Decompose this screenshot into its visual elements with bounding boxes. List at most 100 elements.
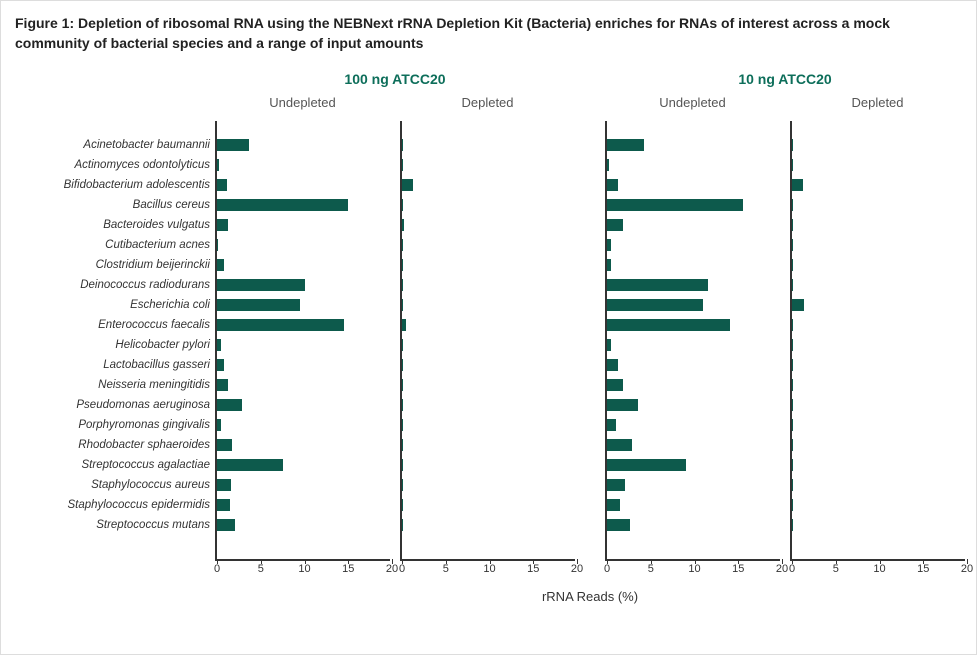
bar (792, 219, 793, 231)
x-ticks: 05101520 (792, 563, 965, 579)
x-ticks: 05101520 (402, 563, 575, 579)
bar (792, 439, 793, 451)
species-label: Bacillus cereus (15, 195, 210, 215)
species-label: Bifidobacterium adolescentis (15, 175, 210, 195)
bar (792, 319, 793, 331)
x-tick-label: 5 (648, 563, 654, 575)
species-label: Cutibacterium acnes (15, 235, 210, 255)
bar (607, 199, 743, 211)
bar (217, 439, 232, 451)
bar (217, 459, 283, 471)
x-tick-label: 10 (483, 563, 495, 575)
bar (792, 199, 793, 211)
x-tick-label: 0 (604, 563, 610, 575)
figure-container: Figure 1: Depletion of ribosomal RNA usi… (0, 0, 977, 655)
x-tick-label: 20 (571, 563, 583, 575)
figure-title: Figure 1: Depletion of ribosomal RNA usi… (15, 13, 962, 54)
panel-subtitle: Depleted (851, 95, 903, 110)
species-label: Streptococcus agalactiae (15, 455, 210, 475)
bar (217, 259, 224, 271)
x-tick-label: 20 (776, 563, 788, 575)
bar (607, 159, 609, 171)
bar (217, 419, 221, 431)
group-title: 10 ng ATCC20 (738, 71, 831, 87)
x-axis-label: rRNA Reads (%) (542, 589, 638, 604)
bar (402, 419, 403, 431)
x-tick-label: 5 (258, 563, 264, 575)
species-label: Staphylococcus aureus (15, 475, 210, 495)
panel-subtitle: Depleted (461, 95, 513, 110)
x-ticks: 05101520 (607, 563, 780, 579)
bar (607, 459, 686, 471)
x-ticks: 05101520 (217, 563, 390, 579)
bar (217, 159, 219, 171)
x-tick-label: 0 (789, 563, 795, 575)
bar (607, 239, 611, 251)
bar (792, 399, 793, 411)
bar (217, 319, 344, 331)
bar (607, 519, 630, 531)
x-tick-label: 0 (399, 563, 405, 575)
bar (402, 219, 404, 231)
species-labels: Acinetobacter baumanniiActinomyces odont… (15, 135, 210, 535)
bar (607, 379, 623, 391)
species-label: Deinococcus radiodurans (15, 275, 210, 295)
x-tick-label: 15 (732, 563, 744, 575)
bar (402, 179, 413, 191)
bar (792, 279, 793, 291)
species-label: Pseudomonas aeruginosa (15, 395, 210, 415)
species-label: Escherichia coli (15, 295, 210, 315)
bar (217, 339, 221, 351)
species-label: Rhodobacter sphaeroides (15, 435, 210, 455)
bar (217, 239, 218, 251)
bar (217, 399, 242, 411)
bar (792, 299, 804, 311)
x-tick-label: 20 (961, 563, 973, 575)
x-tick-label: 15 (342, 563, 354, 575)
bar (607, 299, 703, 311)
x-tick-label: 10 (873, 563, 885, 575)
x-tick-label: 0 (214, 563, 220, 575)
chart-panel: 05101520 (790, 121, 965, 561)
bar (402, 279, 403, 291)
panel-subtitle: Undepleted (269, 95, 336, 110)
bar (792, 419, 793, 431)
species-label: Enterococcus faecalis (15, 315, 210, 335)
bar (607, 259, 611, 271)
bar (792, 139, 793, 151)
bar (402, 199, 403, 211)
bar (607, 279, 708, 291)
bar (217, 279, 305, 291)
bar (792, 459, 793, 471)
bar (402, 459, 403, 471)
bar (792, 379, 793, 391)
x-tick-label: 5 (443, 563, 449, 575)
bar (607, 339, 611, 351)
bar (217, 199, 348, 211)
x-tick-label: 5 (833, 563, 839, 575)
group-title: 100 ng ATCC20 (344, 71, 445, 87)
bar (217, 499, 230, 511)
bar (217, 379, 228, 391)
bar (217, 219, 228, 231)
species-label: Helicobacter pylori (15, 335, 210, 355)
species-label: Acinetobacter baumannii (15, 135, 210, 155)
bar (607, 359, 618, 371)
bar (607, 479, 625, 491)
bar (402, 139, 403, 151)
species-label: Porphyromonas gingivalis (15, 415, 210, 435)
x-tick-label: 20 (386, 563, 398, 575)
bar (607, 419, 616, 431)
bar (217, 479, 231, 491)
bar (402, 319, 406, 331)
bar (402, 399, 403, 411)
bar (792, 179, 803, 191)
chart-panel: 05101520 (605, 121, 780, 561)
bar (402, 379, 403, 391)
bar (402, 299, 403, 311)
bar (607, 139, 644, 151)
x-tick-label: 10 (298, 563, 310, 575)
bar (607, 439, 632, 451)
bar (217, 519, 235, 531)
bar (217, 179, 227, 191)
